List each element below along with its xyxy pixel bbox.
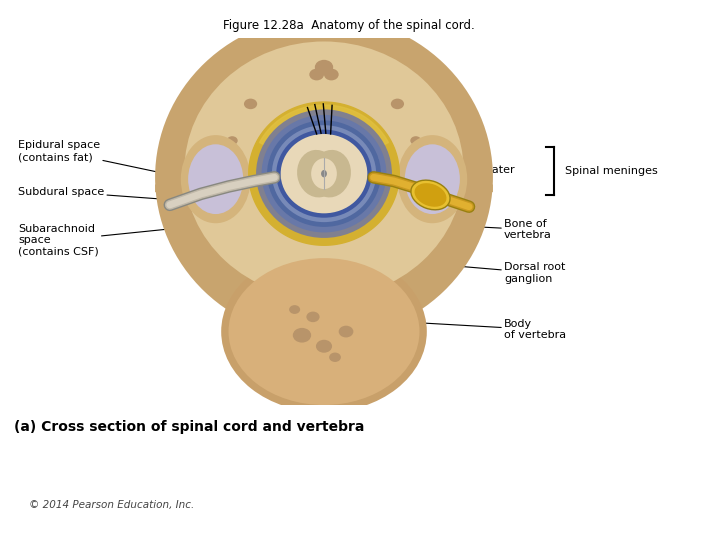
Ellipse shape (405, 144, 460, 214)
Ellipse shape (289, 305, 300, 314)
Text: Bone of
vertebra: Bone of vertebra (425, 219, 552, 240)
Ellipse shape (329, 353, 341, 362)
Text: (a) Cross section of spinal cord and vertebra: (a) Cross section of spinal cord and ver… (14, 420, 365, 434)
Ellipse shape (221, 251, 427, 413)
Ellipse shape (269, 155, 379, 161)
Ellipse shape (310, 69, 324, 80)
Ellipse shape (188, 144, 243, 214)
Ellipse shape (310, 150, 351, 198)
Ellipse shape (276, 130, 372, 218)
Ellipse shape (272, 125, 376, 222)
Ellipse shape (269, 168, 379, 175)
Ellipse shape (184, 42, 464, 299)
Ellipse shape (267, 120, 381, 227)
Ellipse shape (269, 186, 379, 192)
Text: Dorsal root
ganglion: Dorsal root ganglion (439, 262, 565, 284)
Text: Dura mater: Dura mater (374, 184, 485, 194)
Ellipse shape (269, 173, 379, 179)
Text: Pia mater: Pia mater (367, 146, 474, 177)
Ellipse shape (293, 328, 311, 342)
Polygon shape (248, 102, 400, 245)
Ellipse shape (269, 177, 379, 184)
Ellipse shape (397, 135, 467, 223)
Ellipse shape (228, 258, 420, 405)
Ellipse shape (261, 115, 387, 232)
Ellipse shape (227, 136, 238, 145)
Text: Epidural space
(contains fat): Epidural space (contains fat) (18, 140, 212, 184)
Ellipse shape (269, 164, 379, 170)
Text: Spinal meninges: Spinal meninges (565, 166, 658, 176)
Ellipse shape (316, 340, 332, 353)
Ellipse shape (410, 136, 421, 145)
Ellipse shape (321, 170, 327, 177)
Ellipse shape (311, 158, 337, 189)
Ellipse shape (155, 16, 493, 339)
Ellipse shape (315, 60, 333, 75)
Text: Body
of vertebra: Body of vertebra (392, 319, 566, 340)
Ellipse shape (269, 159, 379, 166)
Ellipse shape (181, 135, 251, 223)
Ellipse shape (415, 183, 446, 207)
Polygon shape (298, 23, 350, 64)
Text: Subarachnoid
space
(contains CSF): Subarachnoid space (contains CSF) (18, 224, 191, 257)
Text: Arachnoid mater: Arachnoid mater (371, 165, 515, 185)
Text: Figure 12.28a  Anatomy of the spinal cord.: Figure 12.28a Anatomy of the spinal cord… (223, 19, 475, 32)
Ellipse shape (281, 134, 367, 213)
Text: © 2014 Pearson Education, Inc.: © 2014 Pearson Education, Inc. (29, 500, 194, 510)
Polygon shape (405, 140, 493, 203)
Ellipse shape (297, 150, 338, 198)
Polygon shape (259, 105, 389, 146)
Ellipse shape (338, 326, 354, 338)
Ellipse shape (244, 99, 257, 109)
Ellipse shape (307, 312, 320, 322)
Ellipse shape (256, 110, 392, 238)
Text: Subdural space: Subdural space (18, 187, 209, 202)
Ellipse shape (324, 69, 338, 80)
Ellipse shape (269, 181, 379, 188)
Ellipse shape (391, 99, 404, 109)
Polygon shape (155, 140, 243, 203)
Ellipse shape (411, 180, 450, 210)
